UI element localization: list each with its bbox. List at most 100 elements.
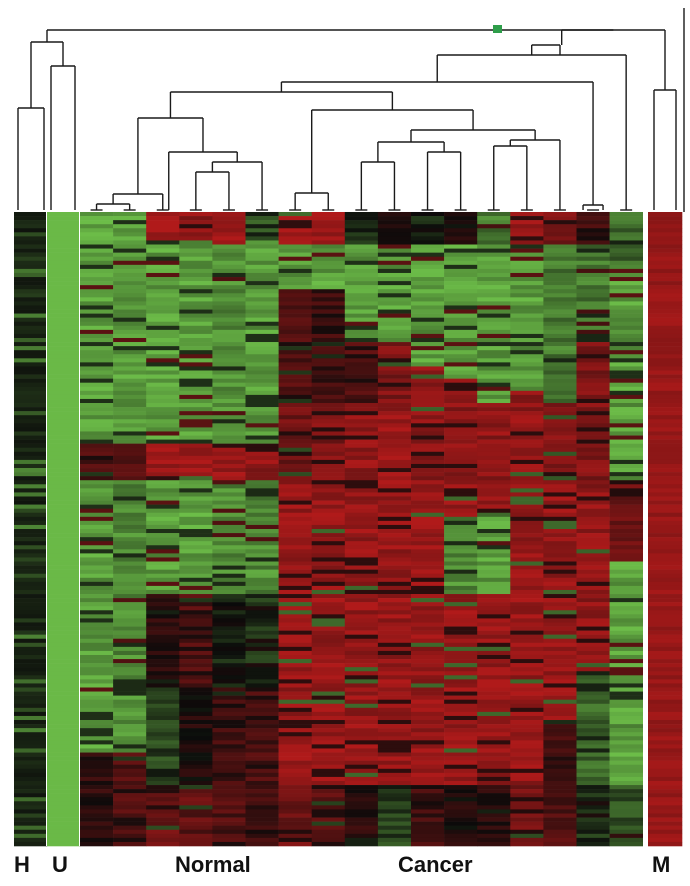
heatmap-cell [344, 585, 379, 591]
heatmap-cell [80, 837, 114, 843]
heatmap-cell [146, 220, 180, 225]
heatmap-cell [14, 305, 48, 310]
heatmap-cell [146, 837, 180, 843]
heatmap-cell [411, 378, 445, 383]
heatmap-cell [311, 650, 346, 656]
heatmap-cell [344, 683, 379, 688]
heatmap-cell [278, 809, 312, 814]
heatmap-cell [576, 833, 610, 839]
heatmap-cell [576, 602, 610, 607]
heatmap-cell [510, 492, 544, 497]
heatmap-cell [444, 687, 478, 692]
heatmap-cell [212, 358, 246, 363]
heatmap-cell [245, 256, 279, 262]
heatmap-cell [377, 216, 412, 221]
heatmap-cell [344, 427, 379, 432]
heatmap-cell [576, 382, 610, 388]
heatmap-cell [311, 378, 346, 383]
heatmap-cell [609, 703, 643, 709]
heatmap-cell [113, 752, 147, 757]
heatmap-cell [179, 325, 213, 331]
heatmap-cell [113, 390, 147, 396]
heatmap-cell [648, 220, 683, 225]
heatmap-cell [245, 675, 279, 680]
heatmap-cell [609, 740, 643, 745]
heatmap-cell [344, 821, 379, 826]
heatmap-cell [245, 797, 279, 802]
heatmap-cell [411, 744, 445, 749]
heatmap-cell [80, 354, 114, 359]
heatmap-cell [278, 337, 312, 343]
heatmap-cell [510, 598, 544, 603]
heatmap-cell [212, 236, 246, 241]
heatmap-cell [543, 813, 577, 818]
heatmap-cell [245, 419, 279, 424]
heatmap-cell [648, 293, 683, 298]
heatmap-cell [543, 638, 577, 644]
heatmap-cell [477, 317, 511, 323]
heatmap-cell [80, 610, 114, 615]
heatmap-cell [311, 740, 346, 745]
heatmap-cell [245, 378, 279, 383]
heatmap-cell [344, 516, 379, 522]
heatmap-cell [311, 272, 346, 278]
heatmap-cell [444, 236, 478, 241]
heatmap-cell [146, 216, 180, 221]
heatmap-cell [609, 732, 643, 737]
heatmap-cell [14, 285, 48, 290]
heatmap-cell [510, 476, 544, 481]
heatmap-cell [477, 228, 511, 233]
heatmap-cell [576, 659, 610, 664]
heatmap-cell [146, 268, 180, 274]
heatmap-cell [411, 663, 445, 668]
heatmap-cell [444, 801, 478, 806]
heatmap-cell [477, 423, 511, 428]
heatmap-cell [311, 785, 346, 790]
heatmap-cell [245, 394, 279, 400]
heatmap-cell [245, 309, 279, 314]
heatmap-cell [80, 833, 114, 839]
heatmap-cell [344, 650, 379, 656]
heatmap-cell [444, 459, 478, 465]
heatmap-cell [47, 358, 81, 363]
heatmap-cell [146, 707, 180, 713]
heatmap-cell [411, 504, 445, 509]
heatmap-cell [543, 236, 577, 241]
heatmap-cell [510, 390, 544, 396]
heatmap-cell [278, 427, 312, 432]
heatmap-cell [648, 427, 683, 432]
heatmap-cell [146, 541, 180, 546]
heatmap-cell [14, 797, 48, 802]
heatmap-cell [377, 825, 412, 831]
heatmap-cell [477, 293, 511, 298]
heatmap-cell [648, 362, 683, 367]
heatmap-cell [576, 431, 610, 436]
heatmap-cell [278, 354, 312, 359]
heatmap-cell [80, 691, 114, 696]
heatmap-cell [411, 683, 445, 688]
heatmap-cell [278, 732, 312, 737]
heatmap-cell [576, 610, 610, 615]
heatmap-cell [648, 524, 683, 530]
heatmap-cell [377, 695, 412, 700]
heatmap-cell [278, 825, 312, 831]
heatmap-cell [47, 354, 81, 359]
heatmap-cell [609, 455, 643, 461]
heatmap-cell [278, 654, 312, 660]
heatmap-cell [444, 321, 478, 327]
heatmap-cell [311, 317, 346, 323]
heatmap-cell [377, 463, 412, 469]
heatmap-cell [179, 350, 213, 355]
heatmap-cell [444, 439, 478, 444]
heatmap-cell [543, 297, 577, 302]
heatmap-cell [14, 793, 48, 798]
heatmap-cell [311, 447, 346, 453]
heatmap-cell [648, 366, 683, 371]
heatmap-cell [278, 358, 312, 363]
heatmap-cell [311, 707, 346, 713]
heatmap-cell [377, 264, 412, 270]
heatmap-cell [510, 350, 544, 355]
heatmap-cell [576, 663, 610, 668]
heatmap-cell [278, 431, 312, 436]
heatmap-cell [444, 224, 478, 229]
